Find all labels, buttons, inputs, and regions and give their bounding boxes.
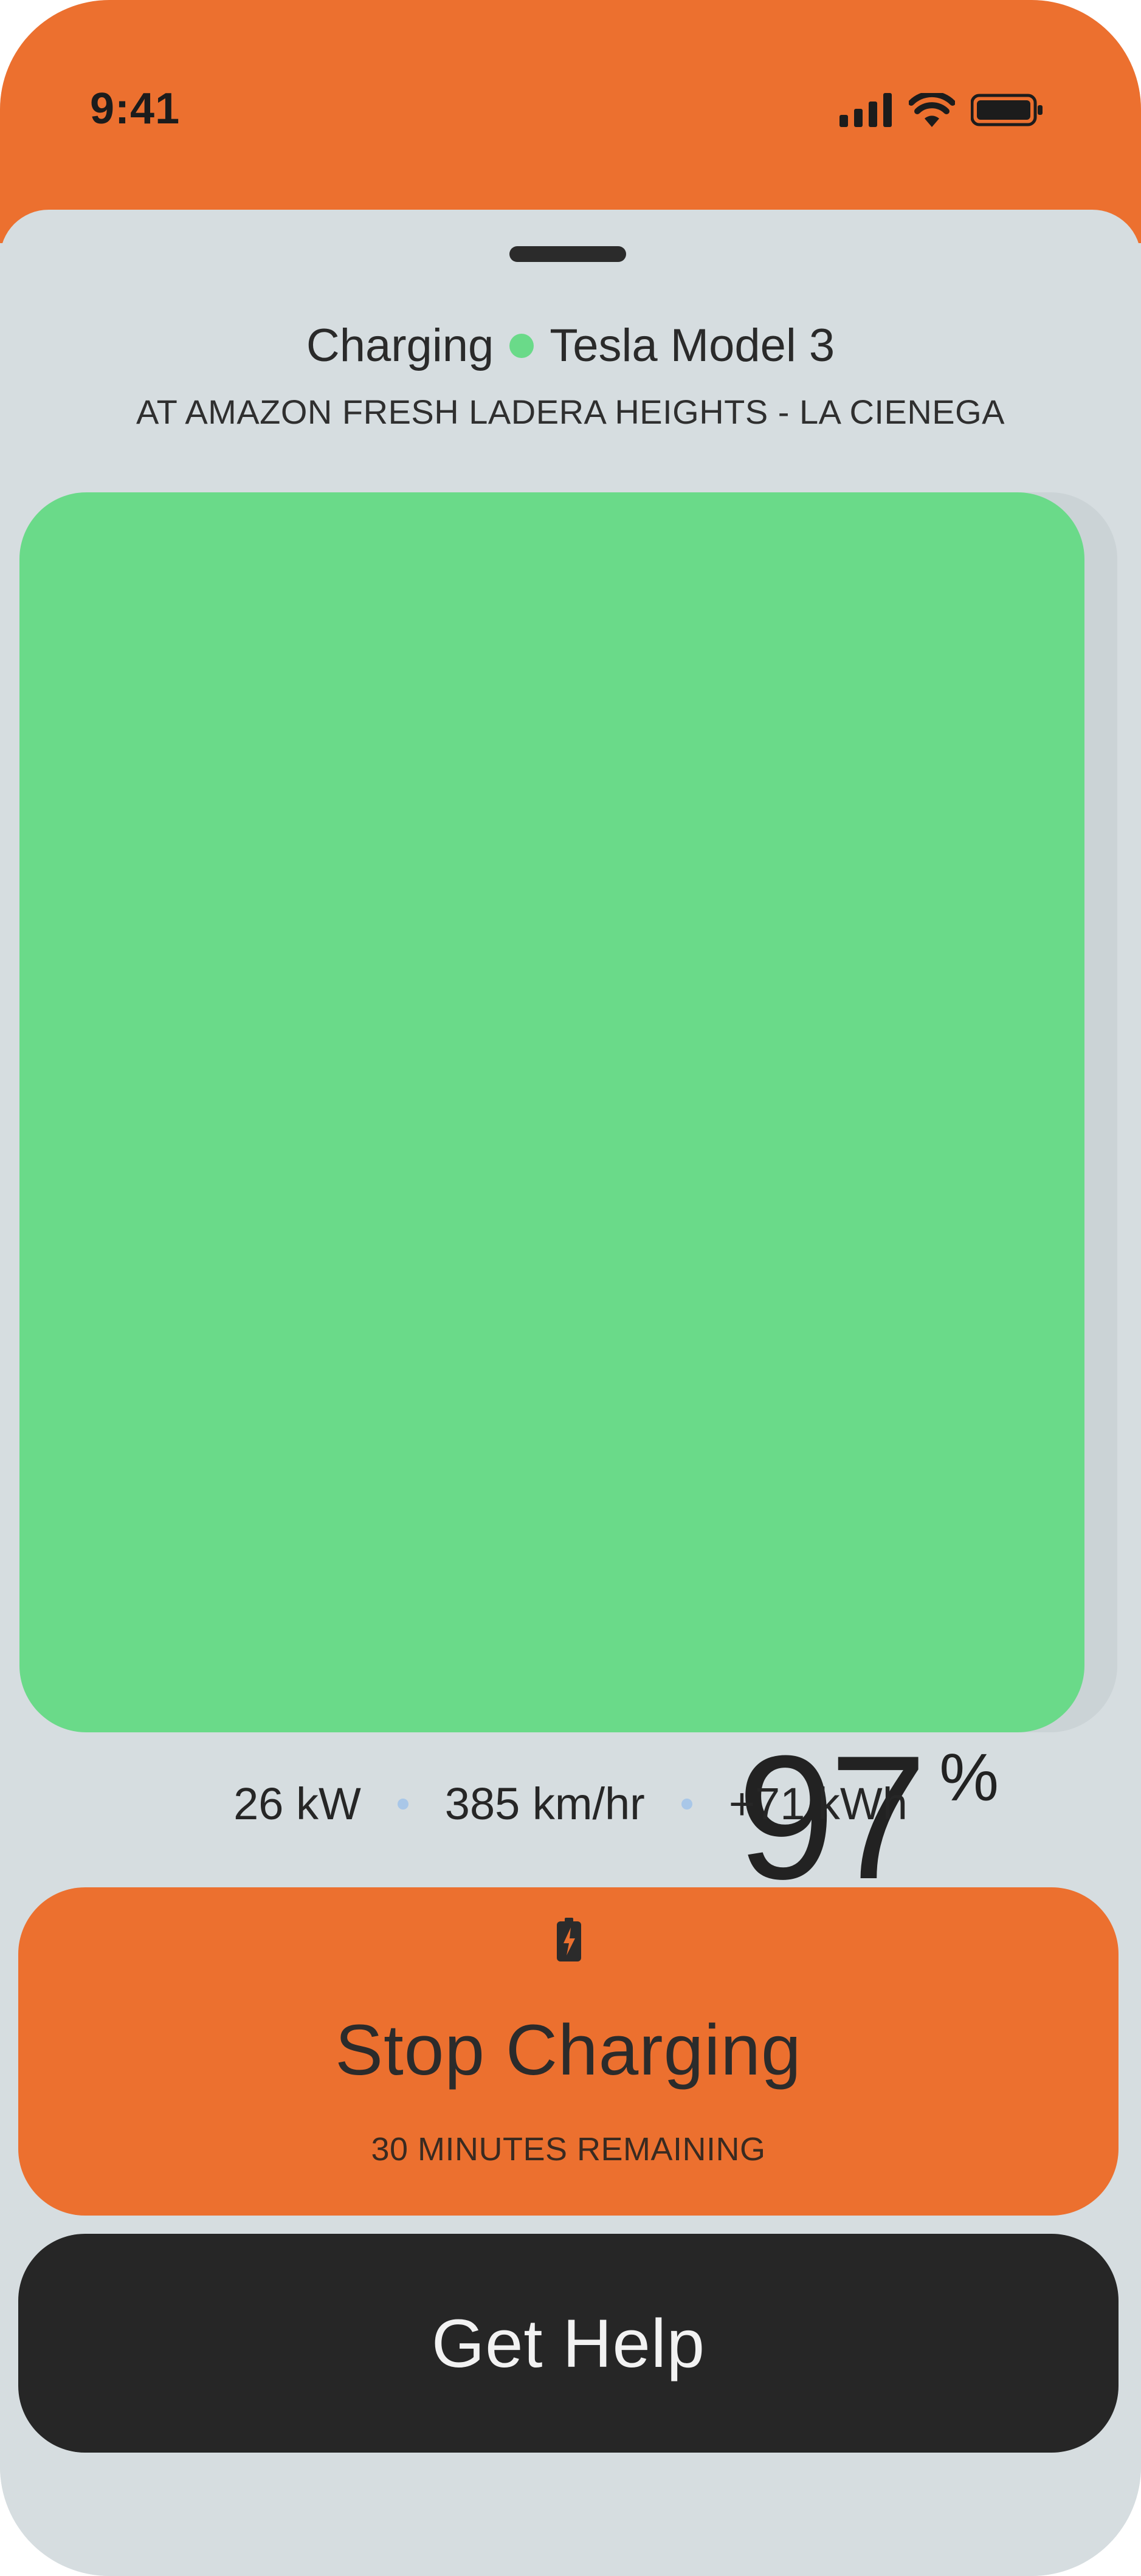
wifi-icon bbox=[909, 93, 955, 127]
battery-percentage: 97 % bbox=[737, 1719, 999, 1916]
battery-level-card: 97 % bbox=[19, 492, 1117, 1906]
sheet-drag-handle[interactable] bbox=[509, 246, 626, 262]
status-dot bbox=[509, 333, 534, 358]
time-remaining: 30 MINUTES REMAINING bbox=[371, 2131, 766, 2168]
battery-icon bbox=[971, 94, 1043, 126]
charging-stats: 26 kW 385 km/hr +71 kWh bbox=[0, 1778, 1141, 1830]
status-icons bbox=[839, 89, 1044, 131]
stat-energy: +71 kWh bbox=[728, 1779, 908, 1829]
charging-status-line: Charging Tesla Model 3 bbox=[0, 319, 1141, 372]
stat-separator bbox=[397, 1798, 408, 1810]
battery-percentage-value: 97 bbox=[737, 1719, 928, 1916]
charging-location: AT AMAZON FRESH LADERA HEIGHTS - LA CIEN… bbox=[136, 393, 1005, 431]
vehicle-name: Tesla Model 3 bbox=[550, 320, 835, 371]
charging-sheet: Charging Tesla Model 3 AT AMAZON FRESH L… bbox=[0, 210, 1141, 2576]
stop-charging-label: Stop Charging bbox=[335, 2010, 802, 2090]
stat-separator bbox=[681, 1798, 692, 1810]
battery-charging-icon bbox=[557, 1918, 581, 1961]
get-help-button[interactable]: Get Help bbox=[18, 2234, 1119, 2453]
charging-status: Charging bbox=[306, 320, 494, 371]
battery-level-fill bbox=[19, 492, 1084, 1732]
status-time: 9:41 bbox=[90, 84, 181, 133]
signal-icon bbox=[839, 93, 892, 127]
stop-charging-button[interactable]: Stop Charging 30 MINUTES REMAINING bbox=[18, 1887, 1119, 2216]
get-help-label: Get Help bbox=[432, 2306, 705, 2381]
stat-power: 26 kW bbox=[233, 1779, 361, 1829]
stat-rate: 385 km/hr bbox=[444, 1779, 645, 1829]
status-bar: 9:41 bbox=[0, 0, 1141, 243]
battery-percentage-unit: % bbox=[939, 1740, 999, 1815]
